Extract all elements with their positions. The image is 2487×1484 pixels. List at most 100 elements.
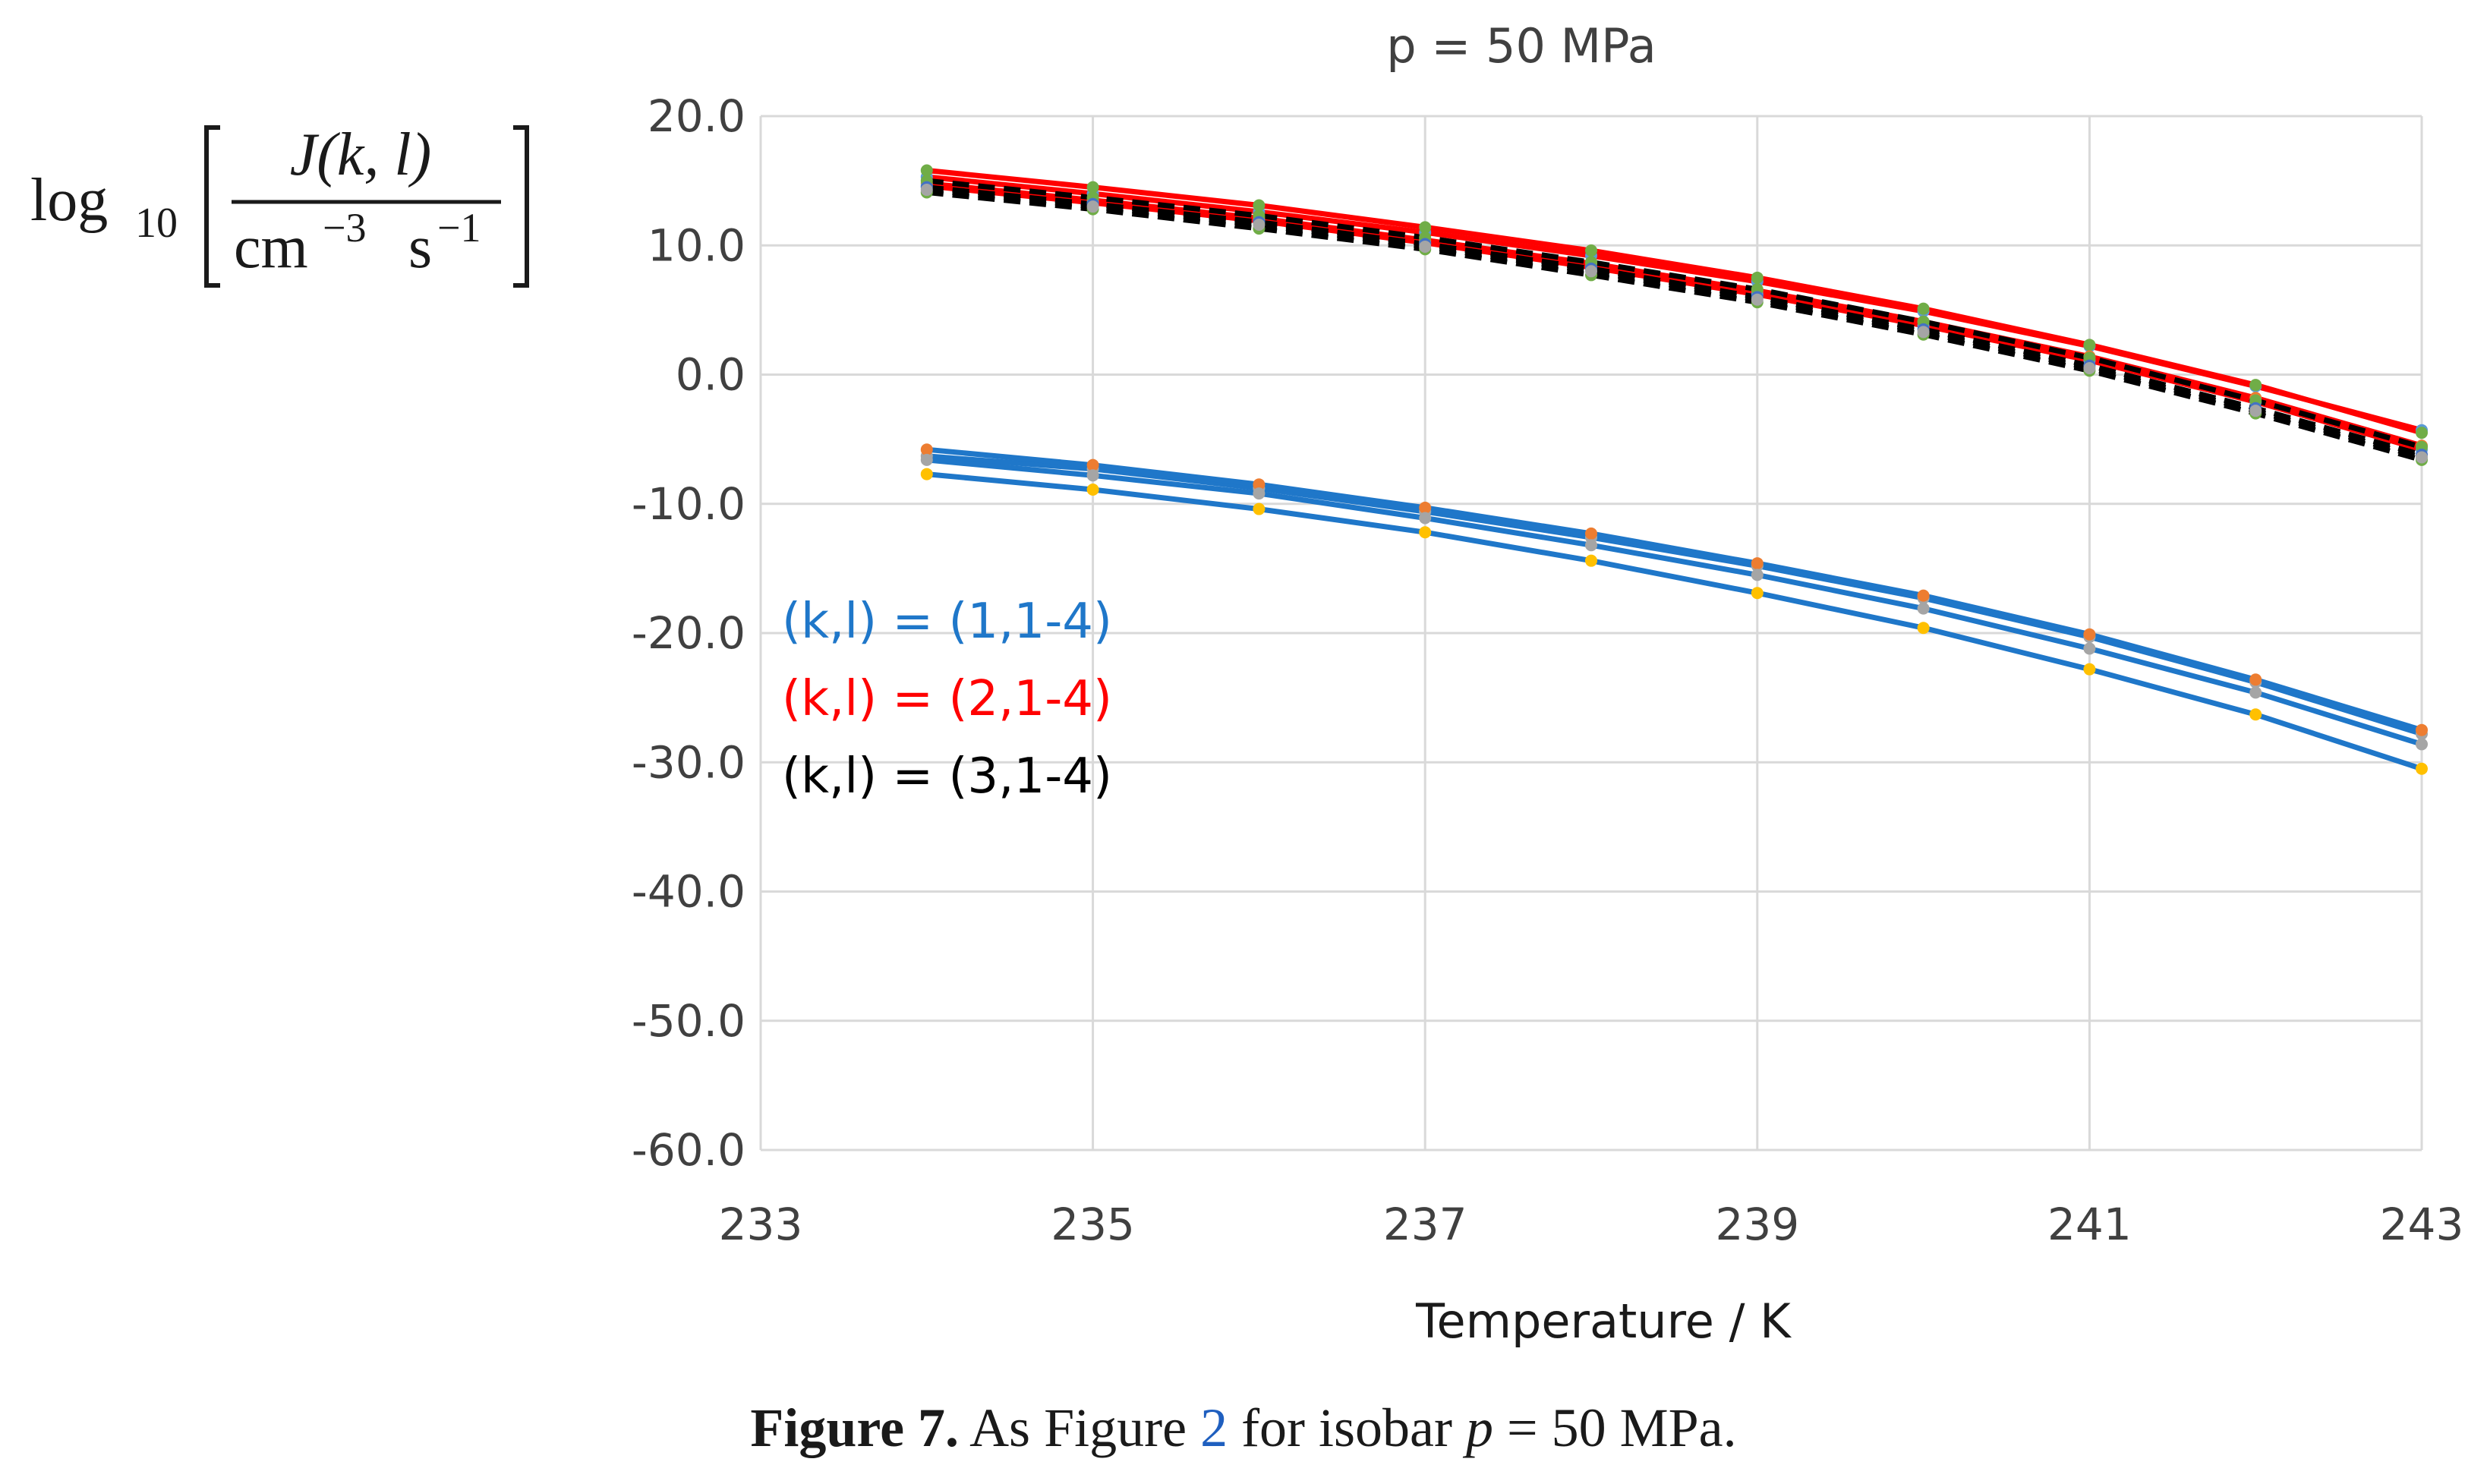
x-tick-label: 233 xyxy=(719,1199,803,1250)
series-line-2-4 xyxy=(924,183,2425,452)
data-point xyxy=(2249,405,2262,417)
series-line-3-2 xyxy=(926,184,2422,458)
data-point xyxy=(1419,512,1432,525)
data-point xyxy=(1917,622,1930,635)
data-point xyxy=(2416,762,2428,775)
series-layer xyxy=(924,168,2425,772)
data-point xyxy=(1086,181,1099,194)
x-axis-title: Temperature / K xyxy=(1415,1293,1792,1349)
legend: (k,l) = (1,1-4) (k,l) = (2,1-4) (k,l) = … xyxy=(782,594,1112,805)
data-point xyxy=(1086,484,1099,496)
tick-layer: 20.0 10.0 0.0 -10.0 -20.0 -30.0 -40.0 -50.0 -60.… xyxy=(632,90,2463,1250)
y-label-log: log xyxy=(30,167,108,234)
caption-figure-link[interactable]: 2 xyxy=(1200,1397,1228,1458)
data-point xyxy=(920,443,933,456)
data-point xyxy=(2416,427,2428,440)
y-label-denominator-s: s xyxy=(408,214,432,281)
data-point xyxy=(2083,361,2096,374)
chart-title: p = 50 MPa xyxy=(1386,18,1656,74)
x-tick-label: 235 xyxy=(1051,1199,1135,1250)
data-point xyxy=(1917,602,1930,615)
y-tick-label: -20.0 xyxy=(632,607,745,659)
data-point xyxy=(2249,673,2262,686)
figure-caption: Figure 7. As Figure 2 for isobar p = 50 … xyxy=(0,1397,2487,1460)
x-tick-label: 237 xyxy=(1383,1199,1467,1250)
y-label-left-bracket xyxy=(204,125,220,288)
series-line-3-4 xyxy=(926,187,2422,460)
series-line-2-1 xyxy=(924,174,2425,433)
data-point xyxy=(2416,738,2428,751)
data-point xyxy=(1086,200,1099,213)
x-tick-label: 241 xyxy=(2047,1199,2132,1250)
y-tick-label: 0.0 xyxy=(676,349,745,401)
y-tick-label: 10.0 xyxy=(648,219,745,271)
data-point xyxy=(1419,526,1432,539)
data-point xyxy=(1585,554,1597,567)
legend-item-1: (k,l) = (1,1-4) xyxy=(782,594,1112,650)
data-point xyxy=(1086,469,1099,482)
caption-variable: p xyxy=(1465,1397,1493,1458)
y-tick-label: -60.0 xyxy=(632,1124,745,1176)
data-point xyxy=(1419,501,1432,514)
data-point xyxy=(2083,642,2096,655)
data-point xyxy=(1751,587,1764,600)
data-point xyxy=(2249,708,2262,721)
data-point xyxy=(2249,379,2262,392)
data-point xyxy=(1086,458,1099,471)
data-point xyxy=(1585,265,1597,278)
y-label-numerator: J(k, l) xyxy=(290,121,432,188)
y-label-right-bracket xyxy=(513,125,529,288)
data-point xyxy=(920,468,933,480)
y-tick-label: -50.0 xyxy=(632,995,745,1047)
y-label-denominator-s-exp: −1 xyxy=(437,205,481,250)
data-point xyxy=(1253,478,1266,491)
y-label-denominator-cm-exp: −3 xyxy=(323,205,366,250)
data-point xyxy=(1917,326,1930,339)
data-point xyxy=(1751,569,1764,581)
y-tick-label: -30.0 xyxy=(632,736,745,788)
data-point xyxy=(1253,199,1266,212)
series-line-3-1 xyxy=(926,178,2422,450)
data-point xyxy=(1751,557,1764,570)
y-label-log-sub: 10 xyxy=(135,200,178,247)
data-point xyxy=(1751,293,1764,306)
data-point xyxy=(920,453,933,466)
data-point xyxy=(2083,628,2096,641)
data-point xyxy=(1253,503,1266,515)
data-point xyxy=(2416,723,2428,736)
caption-equation: = 50 MPa. xyxy=(1506,1397,1737,1458)
y-tick-label: 20.0 xyxy=(648,90,745,142)
data-point xyxy=(1419,240,1432,253)
y-tick-label: -40.0 xyxy=(632,866,745,918)
series-line-1-4 xyxy=(924,471,2425,772)
legend-item-3: (k,l) = (3,1-4) xyxy=(782,748,1112,805)
y-label-denominator-cm: cm xyxy=(234,214,308,281)
series-line-1-3 xyxy=(924,457,2425,747)
data-point xyxy=(1751,271,1764,284)
data-point xyxy=(1917,302,1930,315)
data-point xyxy=(1419,221,1432,234)
caption-text-b: for isobar xyxy=(1241,1397,1452,1458)
x-tick-label: 243 xyxy=(2380,1199,2464,1250)
data-point xyxy=(2416,451,2428,464)
data-point xyxy=(1253,219,1266,232)
data-point xyxy=(1585,539,1597,552)
series-line-2-2 xyxy=(924,168,2425,436)
data-point xyxy=(1585,244,1597,257)
data-point xyxy=(1585,527,1597,540)
data-point xyxy=(1253,487,1266,500)
data-point xyxy=(2249,686,2262,699)
caption-text-a: As Figure xyxy=(969,1397,1187,1458)
x-tick-label: 239 xyxy=(1715,1199,1799,1250)
data-point xyxy=(920,184,933,197)
series-line-3-3 xyxy=(926,189,2422,463)
data-point xyxy=(1917,589,1930,602)
y-tick-label: -10.0 xyxy=(632,478,745,530)
series-line-1-2 xyxy=(924,446,2425,733)
data-point xyxy=(2083,339,2096,351)
data-point xyxy=(920,164,933,177)
marker-layer xyxy=(920,164,2428,775)
legend-item-2: (k,l) = (2,1-4) xyxy=(782,671,1112,727)
y-axis-title: log 10 J(k, l) cm −3 s −1 xyxy=(30,121,529,288)
